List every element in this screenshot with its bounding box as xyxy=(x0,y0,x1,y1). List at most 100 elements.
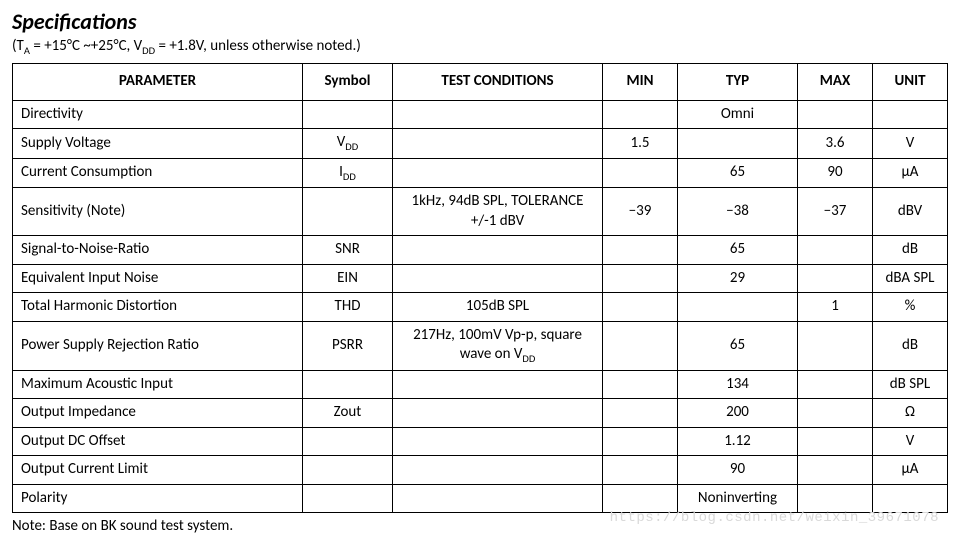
table-row: Maximum Acoustic Input 134 dB SPL xyxy=(13,370,948,399)
cell-max xyxy=(798,427,873,456)
cell-unit: Ω xyxy=(873,399,948,428)
cell-symbol xyxy=(303,484,393,513)
cell-typ: 134 xyxy=(678,370,798,399)
cell-symbol: THD xyxy=(303,293,393,322)
cell-min xyxy=(603,456,678,485)
cell-unit: dB xyxy=(873,236,948,265)
cell-parameter: Output DC Offset xyxy=(13,427,303,456)
cell-min xyxy=(603,370,678,399)
note-text: Note: Base on BK sound test system. xyxy=(12,517,945,535)
header-typ: TYP xyxy=(678,64,798,101)
cell-unit: V xyxy=(873,129,948,159)
cell-parameter: Supply Voltage xyxy=(13,129,303,159)
cell-symbol xyxy=(303,100,393,129)
cell-typ: 90 xyxy=(678,456,798,485)
cell-unit: dB xyxy=(873,321,948,370)
cell-test-conditions xyxy=(393,456,603,485)
cell-min xyxy=(603,264,678,293)
cell-unit: % xyxy=(873,293,948,322)
table-row: DirectivityOmni xyxy=(13,100,948,129)
cell-unit: dBA SPL xyxy=(873,264,948,293)
cell-parameter: Output Current Limit xyxy=(13,456,303,485)
cell-typ xyxy=(678,293,798,322)
cell-parameter: Signal-to-Noise-Ratio xyxy=(13,236,303,265)
cell-symbol: SNR xyxy=(303,236,393,265)
cell-test-conditions xyxy=(393,100,603,129)
table-header-row: PARAMETER Symbol TEST CONDITIONS MIN TYP… xyxy=(13,64,948,101)
cell-max xyxy=(798,100,873,129)
cell-parameter: Output Impedance xyxy=(13,399,303,428)
cell-test-conditions xyxy=(393,427,603,456)
table-row: Polarity Noninverting xyxy=(13,484,948,513)
cell-symbol: EIN xyxy=(303,264,393,293)
cell-min xyxy=(603,236,678,265)
header-symbol: Symbol xyxy=(303,64,393,101)
cell-test-conditions xyxy=(393,264,603,293)
table-row: Equivalent Input NoiseEIN 29 dBA SPL xyxy=(13,264,948,293)
table-row: Total Harmonic DistortionTHD105dB SPL 1% xyxy=(13,293,948,322)
cell-max: 90 xyxy=(798,158,873,188)
cell-max xyxy=(798,399,873,428)
cell-unit xyxy=(873,484,948,513)
cell-typ: 65 xyxy=(678,236,798,265)
header-parameter: PARAMETER xyxy=(13,64,303,101)
cell-typ: 65 xyxy=(678,158,798,188)
table-row: Output DC Offset 1.12 V xyxy=(13,427,948,456)
cell-test-conditions xyxy=(393,399,603,428)
cell-max xyxy=(798,264,873,293)
table-row: Output Current Limit 90 µA xyxy=(13,456,948,485)
cell-symbol: Zout xyxy=(303,399,393,428)
cell-unit: V xyxy=(873,427,948,456)
cell-typ xyxy=(678,129,798,159)
page-title: Specifications xyxy=(12,8,945,35)
cell-unit: µA xyxy=(873,456,948,485)
cell-test-conditions: 217Hz, 100mV Vp-p, square wave on VDD xyxy=(393,321,603,370)
cell-max xyxy=(798,236,873,265)
cell-min xyxy=(603,321,678,370)
conditions-text: (TA = +15°C ~+25°C, VDD = +1.8V, unless … xyxy=(12,37,945,57)
cell-test-conditions xyxy=(393,129,603,159)
cell-typ: −38 xyxy=(678,188,798,236)
cell-symbol xyxy=(303,188,393,236)
cell-min xyxy=(603,158,678,188)
cell-symbol: IDD xyxy=(303,158,393,188)
cell-unit xyxy=(873,100,948,129)
cell-symbol xyxy=(303,370,393,399)
cell-typ: 1.12 xyxy=(678,427,798,456)
cell-unit: dB SPL xyxy=(873,370,948,399)
cell-unit: µA xyxy=(873,158,948,188)
cell-max: 1 xyxy=(798,293,873,322)
table-row: Power Supply Rejection RatioPSRR217Hz, 1… xyxy=(13,321,948,370)
cell-min xyxy=(603,293,678,322)
table-row: Current ConsumptionIDD 6590µA xyxy=(13,158,948,188)
table-row: Sensitivity (Note)1kHz, 94dB SPL, TOLERA… xyxy=(13,188,948,236)
cell-max: −37 xyxy=(798,188,873,236)
cell-min xyxy=(603,484,678,513)
cell-min: −39 xyxy=(603,188,678,236)
cell-test-conditions: 1kHz, 94dB SPL, TOLERANCE +/-1 dBV xyxy=(393,188,603,236)
cell-parameter: Total Harmonic Distortion xyxy=(13,293,303,322)
cell-parameter: Current Consumption xyxy=(13,158,303,188)
cell-parameter: Equivalent Input Noise xyxy=(13,264,303,293)
cell-max xyxy=(798,484,873,513)
cell-parameter: Maximum Acoustic Input xyxy=(13,370,303,399)
cell-symbol xyxy=(303,456,393,485)
cell-symbol xyxy=(303,427,393,456)
cell-max: 3.6 xyxy=(798,129,873,159)
cell-min xyxy=(603,427,678,456)
table-row: Output ImpedanceZout200Ω xyxy=(13,399,948,428)
cell-test-conditions xyxy=(393,370,603,399)
spec-table: PARAMETER Symbol TEST CONDITIONS MIN TYP… xyxy=(12,63,948,513)
header-test: TEST CONDITIONS xyxy=(393,64,603,101)
cell-min xyxy=(603,100,678,129)
cell-typ: 29 xyxy=(678,264,798,293)
cell-typ: 65 xyxy=(678,321,798,370)
cell-max xyxy=(798,321,873,370)
cell-test-conditions: 105dB SPL xyxy=(393,293,603,322)
cell-parameter: Polarity xyxy=(13,484,303,513)
cell-test-conditions xyxy=(393,236,603,265)
table-row: Signal-to-Noise-RatioSNR 65 dB xyxy=(13,236,948,265)
header-min: MIN xyxy=(603,64,678,101)
cell-parameter: Power Supply Rejection Ratio xyxy=(13,321,303,370)
cell-typ: Noninverting xyxy=(678,484,798,513)
